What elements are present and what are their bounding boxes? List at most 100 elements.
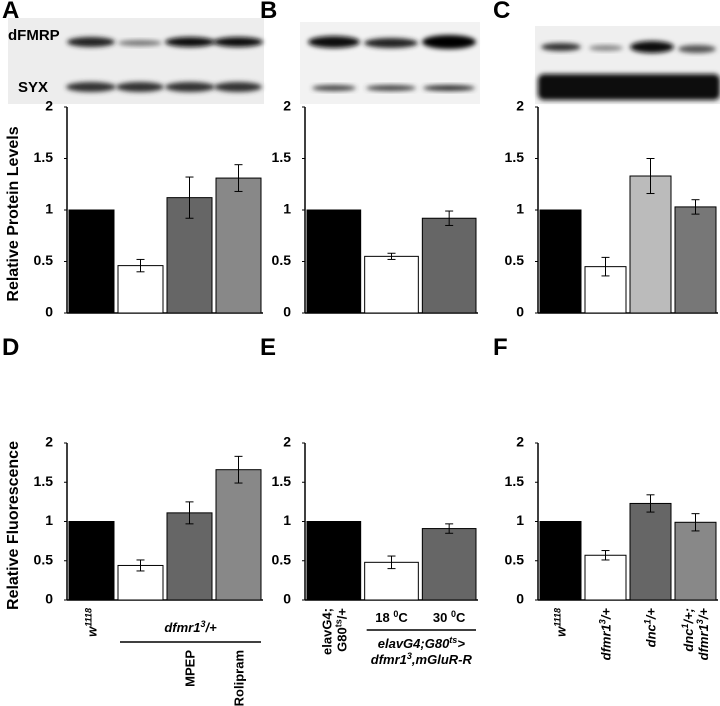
y-tick-label: 2 xyxy=(516,98,524,114)
label-piece: ,mGluR-R xyxy=(411,652,473,667)
y-tick-label: 1 xyxy=(45,201,53,217)
bar xyxy=(166,512,213,601)
blot-label: SYX xyxy=(18,79,48,96)
blot-c xyxy=(535,26,720,104)
y-tick-label: 2 xyxy=(283,434,291,450)
bar xyxy=(68,209,115,314)
label-line: 18 0C xyxy=(375,609,408,625)
y-tick-label: 1.5 xyxy=(34,149,54,165)
y-tick-label: 0.5 xyxy=(34,252,54,268)
label-superscript: 3 xyxy=(695,619,705,624)
bar xyxy=(629,175,672,314)
y-tick-label: 0.5 xyxy=(34,551,54,567)
label-line: elavG4; xyxy=(319,608,334,655)
bar xyxy=(421,528,477,601)
label-line: dfmr13,mGluR-R xyxy=(371,651,473,667)
label-superscript: 3 xyxy=(200,619,205,629)
bar xyxy=(674,206,717,314)
y-tick-label: 2 xyxy=(45,98,53,114)
bar xyxy=(306,521,362,601)
bar xyxy=(215,469,262,601)
y-tick-label: 1 xyxy=(283,201,291,217)
panel-letter: A xyxy=(2,0,19,24)
error-bar xyxy=(691,199,700,215)
bar xyxy=(674,521,717,601)
bar xyxy=(364,255,419,314)
bar xyxy=(215,177,262,314)
bar xyxy=(68,521,115,601)
label-piece: /+ xyxy=(204,620,217,635)
y-tick-label: 1 xyxy=(45,512,53,528)
y-tick-label: 0 xyxy=(45,591,53,607)
y-tick-label: 0 xyxy=(45,304,53,320)
error-bar xyxy=(136,258,145,273)
label-piece: dnc xyxy=(644,623,659,647)
label-piece: Rolipram xyxy=(232,650,247,706)
label-line: w1118 xyxy=(553,608,569,637)
error-bar xyxy=(646,494,655,513)
panel-letter: B xyxy=(260,0,277,24)
y-tick-label: 1 xyxy=(516,201,524,217)
label-piece: MPEP xyxy=(183,650,198,687)
label-superscript: 1 xyxy=(643,619,653,624)
y-tick-label: 1.5 xyxy=(505,149,525,165)
blot-a xyxy=(8,18,264,104)
label-piece: > xyxy=(457,636,465,651)
label-superscript: ts xyxy=(333,619,343,627)
error-bar xyxy=(387,555,396,570)
y-tick-label: 1 xyxy=(283,512,291,528)
panel-letter: F xyxy=(493,334,508,361)
y-tick-label: 0.5 xyxy=(272,551,292,567)
label-line: Rolipram xyxy=(232,650,247,706)
y-tick-label: 2 xyxy=(516,434,524,450)
label-superscript: 1 xyxy=(680,624,690,629)
label-line: 30 0C xyxy=(433,609,466,625)
label-piece: /+ xyxy=(644,608,659,621)
y-tick-label: 1 xyxy=(516,512,524,528)
label-line: MPEP xyxy=(183,650,198,687)
panel-letter: D xyxy=(2,334,19,361)
error-bar xyxy=(387,252,396,260)
label-piece: dnc xyxy=(681,628,696,652)
label-piece: w xyxy=(554,626,569,637)
label-piece: /+ xyxy=(334,608,349,620)
label-piece: /+ xyxy=(599,608,614,621)
label-piece: dfmr1 xyxy=(371,652,407,667)
label-piece: /+ xyxy=(696,608,711,621)
y-tick-label: 1.5 xyxy=(34,473,54,489)
y-tick-label: 0 xyxy=(516,591,524,607)
bar xyxy=(629,502,672,601)
blot-label: dFMRP xyxy=(8,27,60,44)
y-tick-label: 0.5 xyxy=(272,252,292,268)
label-line: dnc1/+ xyxy=(643,608,659,648)
bar xyxy=(539,209,582,314)
panel-letter: E xyxy=(260,334,276,361)
label-line: G80ts/+ xyxy=(333,608,349,652)
label-piece: elavG4; xyxy=(319,608,334,655)
y-tick-label: 0.5 xyxy=(505,252,525,268)
error-bar xyxy=(234,455,243,484)
error-bar xyxy=(646,158,655,195)
label-line: dfmr13/+ xyxy=(598,608,614,661)
error-bar xyxy=(185,176,194,219)
error-bar xyxy=(691,513,700,532)
y-tick-label: 0 xyxy=(283,591,291,607)
error-bar xyxy=(136,559,145,572)
bar xyxy=(539,521,582,601)
label-superscript: 0 xyxy=(451,609,456,619)
y-tick-label: 1.5 xyxy=(272,149,292,165)
bar xyxy=(584,554,627,601)
label-superscript: 1118 xyxy=(553,608,563,627)
label-piece: G80 xyxy=(334,627,349,652)
y-tick-label: 0 xyxy=(516,304,524,320)
label-piece: /+; xyxy=(681,608,696,625)
label-superscript: 3 xyxy=(407,651,412,661)
label-piece: dfmr1 xyxy=(164,620,200,635)
label-piece: 30 xyxy=(433,610,451,625)
error-bar xyxy=(234,164,243,192)
label-line: dfmr13/+ xyxy=(164,619,217,635)
error-bar xyxy=(445,523,454,534)
panel-letter: C xyxy=(493,0,510,24)
bar xyxy=(421,217,477,314)
